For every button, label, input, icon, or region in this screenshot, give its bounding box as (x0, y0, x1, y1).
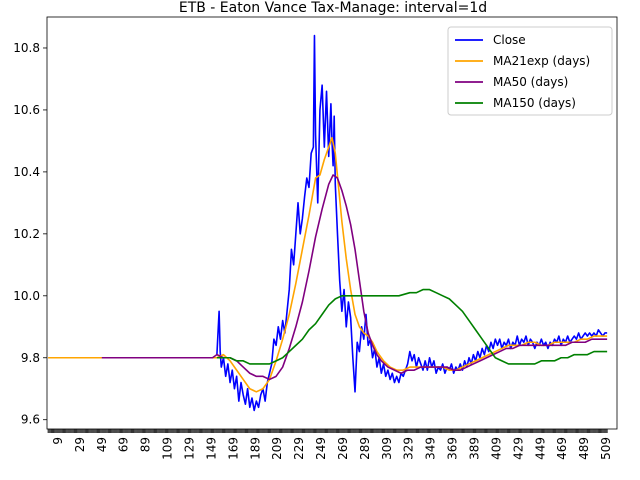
x-tick-label: 409 (489, 437, 503, 460)
x-tick-label: 429 (511, 437, 525, 460)
series-line-3 (216, 288, 608, 365)
x-tick-label: 269 (336, 437, 350, 460)
x-tick-label: 289 (358, 437, 372, 460)
legend: Close MA21exp (days) MA50 (days) MA150 (day… (447, 26, 613, 116)
x-tick-label: 249 (314, 437, 328, 460)
x-tick-label: 89 (139, 437, 153, 452)
x-tick-label: 129 (183, 437, 197, 460)
legend-label: Close (493, 33, 526, 47)
y-tick-label: 10.0 (13, 289, 40, 303)
x-tick-label: 29 (73, 437, 87, 452)
x-tick-label: 209 (270, 437, 284, 460)
x-tick-label: 369 (446, 437, 460, 460)
x-tick-label: 329 (402, 437, 416, 460)
y-tick-label: 10.6 (13, 103, 40, 117)
x-tick-label: 49 (95, 437, 109, 452)
x-tick-label: 469 (555, 437, 569, 460)
chart-title: ETB - Eaton Vance Tax-Manage: interval=1… (179, 0, 487, 16)
x-tick-label: 449 (533, 437, 547, 460)
series-line-0 (216, 34, 608, 412)
legend-box (447, 26, 613, 116)
x-tick-label: 169 (226, 437, 240, 460)
legend-label: MA21exp (days) (493, 54, 590, 68)
x-tick-label: 229 (292, 437, 306, 460)
x-tick-label: 309 (380, 437, 394, 460)
x-tick-label: 189 (248, 437, 262, 460)
y-tick-label: 10.4 (13, 165, 40, 179)
x-axis: 9 29 49 69 89 109 129 149 169 189 209 229 249 269 289 3… (47, 429, 613, 460)
x-tick-label: 389 (468, 437, 482, 460)
x-tick-label: 109 (161, 437, 175, 460)
plot-area (48, 34, 608, 412)
legend-label: MA150 (days) (493, 96, 576, 110)
series-line-1 (48, 137, 608, 393)
y-tick-label: 10.8 (13, 41, 40, 55)
y-tick-label: 10.2 (13, 227, 40, 241)
y-tick-label: 9.8 (21, 351, 40, 365)
legend-label: MA50 (days) (493, 75, 568, 89)
x-tick-label: 509 (599, 437, 613, 460)
series-line-2 (101, 174, 608, 381)
x-tick-label: 489 (577, 437, 591, 460)
x-tick-label: 149 (204, 437, 218, 460)
x-tick-label: 69 (117, 437, 131, 452)
x-tick-label: 349 (424, 437, 438, 460)
y-tick-label: 9.6 (21, 413, 40, 427)
plot-frame (46, 16, 618, 430)
y-axis: 9.6 9.8 10.0 10.2 10.4 10.6 10.8 (13, 41, 47, 427)
x-tick-label: 9 (51, 437, 65, 445)
